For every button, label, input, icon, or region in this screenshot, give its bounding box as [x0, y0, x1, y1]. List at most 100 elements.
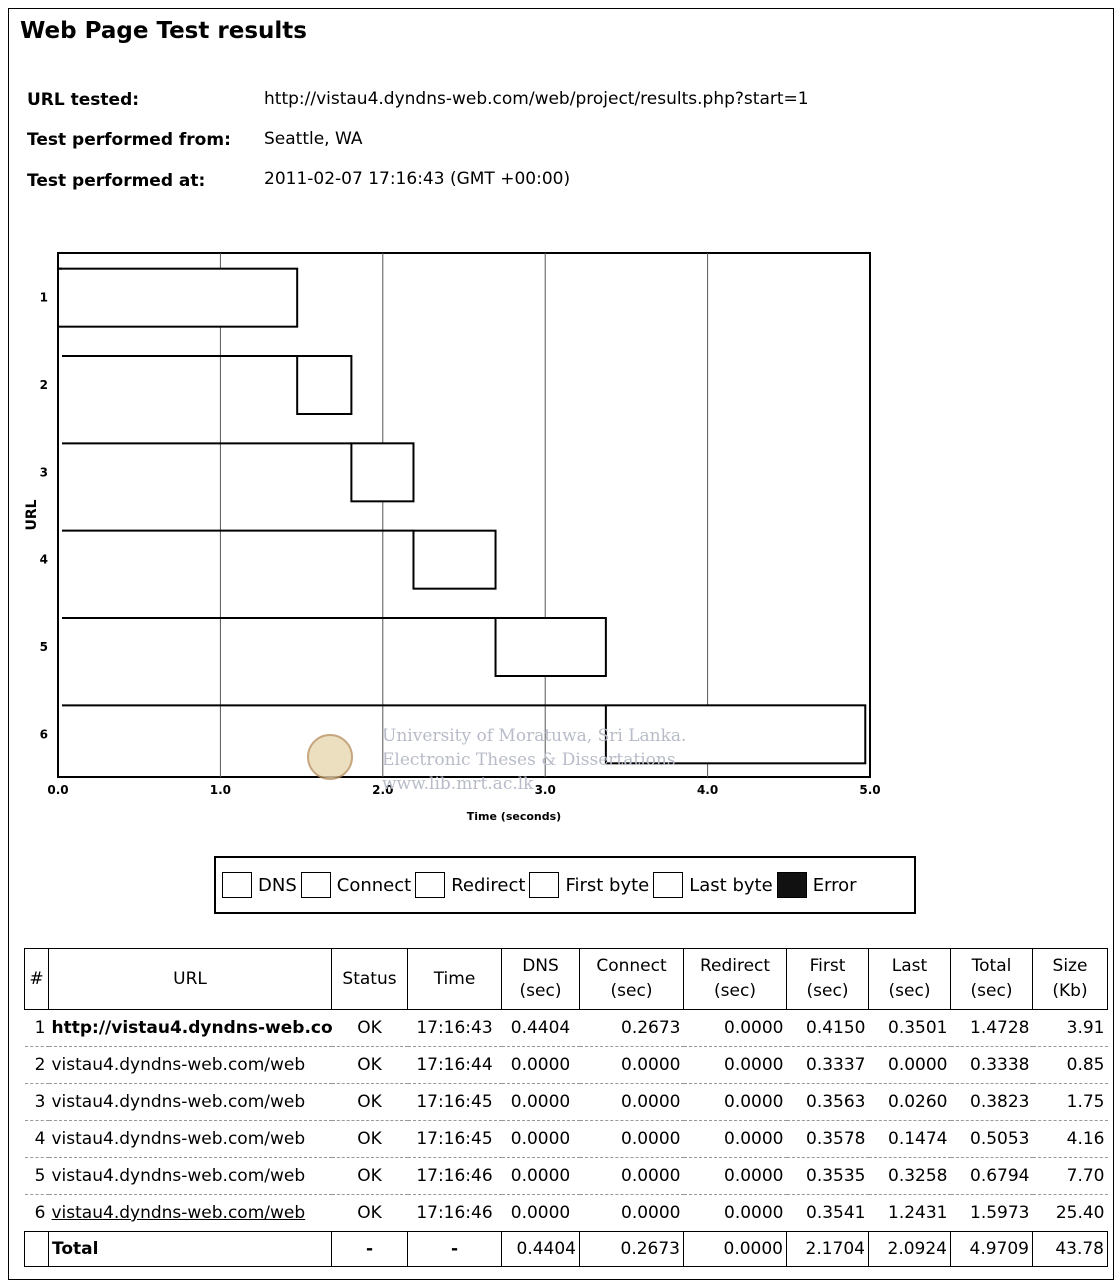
legend-label-redirect: Redirect	[451, 874, 526, 896]
y-tick-label: 6	[40, 727, 48, 741]
watermark-seal	[307, 734, 353, 780]
legend-item-last-byte: Last byte	[653, 872, 773, 898]
x-tick-label: 4.0	[697, 783, 718, 797]
cell-url[interactable]: http://vistau4.dyndns-web.com/web	[48, 1009, 332, 1047]
legend-swatch-dns	[222, 872, 252, 898]
url-tested-value: http://vistau4.dyndns-web.com/web/projec…	[264, 89, 809, 109]
col-header-size: Size (Kb)	[1032, 948, 1108, 1010]
legend-item-connect: Connect	[300, 872, 412, 898]
bar-segment	[412, 529, 497, 590]
cell-connect: 0.0000	[579, 1157, 684, 1195]
watermark-text: www.lib.mrt.ac.lk	[382, 774, 534, 794]
cell-redirect: 0.0000	[683, 1046, 787, 1084]
col-header-url: URL	[48, 948, 332, 1010]
col-header-status: Status	[331, 948, 408, 1010]
cell-index: 4	[24, 1120, 49, 1158]
chart-legend: DNS Connect Redirect First byte Last byt…	[214, 856, 916, 914]
x-tick-label: 3.0	[535, 783, 556, 797]
cell-dns: 0.0000	[501, 1194, 580, 1232]
page-title: Web Page Test results	[20, 18, 307, 44]
cell-status: OK	[331, 1083, 408, 1121]
col-header-connect: Connect (sec)	[579, 948, 684, 1010]
cell-time: 17:16:45	[407, 1083, 502, 1121]
cell-connect: 0.2673	[579, 1009, 684, 1047]
test-from-label: Test performed from:	[27, 130, 231, 150]
cell-size: 3.91	[1032, 1009, 1108, 1047]
cell-last: 1.2431	[868, 1194, 951, 1232]
cell-url[interactable]: vistau4.dyndns-web.com/web	[48, 1120, 332, 1158]
total-cell-first: 2.1704	[786, 1231, 869, 1267]
legend-swatch-redirect	[415, 872, 446, 898]
col-header-total: Total (sec)	[950, 948, 1033, 1010]
col-header-first: First (sec)	[786, 948, 869, 1010]
total-cell-index	[24, 1231, 49, 1267]
cell-status: OK	[331, 1120, 408, 1158]
y-tick-label: 5	[40, 640, 48, 654]
cell-dns: 0.0000	[501, 1120, 580, 1158]
cell-last: 0.0000	[868, 1046, 951, 1084]
y-tick-label: 4	[40, 553, 48, 567]
table-header-row: # URL Status Time DNS (sec) Connect (sec…	[24, 948, 1108, 1010]
cell-first: 0.3578	[786, 1120, 869, 1158]
cell-status: OK	[331, 1194, 408, 1232]
x-tick-label: 5.0	[859, 783, 880, 797]
total-cell-total: 4.9709	[950, 1231, 1033, 1267]
bar-segment	[296, 355, 353, 415]
col-header-redirect: Redirect (sec)	[683, 948, 787, 1010]
watermark-text: University of Moratuwa, Sri Lanka.	[382, 726, 686, 746]
cell-connect: 0.0000	[579, 1046, 684, 1084]
cell-time: 17:16:43	[407, 1009, 502, 1047]
cell-dns: 0.0000	[501, 1157, 580, 1195]
legend-item-error: Error	[776, 872, 857, 898]
cell-connect: 0.0000	[579, 1120, 684, 1158]
cell-index: 3	[24, 1083, 49, 1121]
cell-last: 0.3501	[868, 1009, 951, 1047]
cell-connect: 0.0000	[579, 1083, 684, 1121]
x-axis-label: Time (seconds)	[467, 810, 561, 823]
cell-redirect: 0.0000	[683, 1157, 787, 1195]
cell-dns: 0.4404	[501, 1009, 580, 1047]
cell-time: 17:16:44	[407, 1046, 502, 1084]
total-cell-size: 43.78	[1032, 1231, 1108, 1267]
legend-label-connect: Connect	[336, 874, 412, 896]
x-tick-label: 0.0	[47, 783, 68, 797]
cell-redirect: 0.0000	[683, 1194, 787, 1232]
col-header-dns: DNS (sec)	[501, 948, 580, 1010]
cell-time: 17:16:46	[407, 1194, 502, 1232]
cell-index: 1	[24, 1009, 49, 1047]
cell-time: 17:16:46	[407, 1157, 502, 1195]
bar-segment	[57, 267, 299, 328]
cell-url[interactable]: vistau4.dyndns-web.com/web	[48, 1194, 332, 1232]
test-at-label: Test performed at:	[27, 171, 206, 191]
cell-first: 0.3541	[786, 1194, 869, 1232]
table-body: 1http://vistau4.dyndns-web.com/webOK17:1…	[24, 1009, 1108, 1267]
cell-last: 0.0260	[868, 1083, 951, 1121]
waterfall-chart: 1 2 3 4 5 6 0.0 1.0 2.0 3.0 4.0 5.0 Time (seconds) UR…	[24, 252, 881, 823]
cell-first: 0.3337	[786, 1046, 869, 1084]
test-from-value: Seattle, WA	[264, 129, 363, 149]
cell-total: 0.5053	[950, 1120, 1033, 1158]
total-cell-status: -	[331, 1231, 408, 1267]
bar-segment	[350, 442, 415, 503]
y-tick-label: 1	[40, 291, 48, 305]
legend-label-error: Error	[812, 874, 857, 896]
cell-redirect: 0.0000	[683, 1083, 787, 1121]
cell-total: 1.5973	[950, 1194, 1033, 1232]
x-tick-label: 2.0	[372, 783, 393, 797]
cell-index: 5	[24, 1157, 49, 1195]
y-tick-label: 3	[40, 465, 48, 479]
legend-label-last-byte: Last byte	[689, 874, 773, 896]
cell-url[interactable]: vistau4.dyndns-web.com/web	[48, 1157, 332, 1195]
cell-redirect: 0.0000	[683, 1009, 787, 1047]
legend-swatch-first-byte	[529, 872, 560, 898]
y-axis-label: URL	[24, 499, 40, 530]
cell-size: 1.75	[1032, 1083, 1108, 1121]
cell-url[interactable]: vistau4.dyndns-web.com/web	[48, 1046, 332, 1084]
cell-first: 0.4150	[786, 1009, 869, 1047]
cell-status: OK	[331, 1009, 408, 1047]
cell-url[interactable]: vistau4.dyndns-web.com/web	[48, 1083, 332, 1121]
cell-time: 17:16:45	[407, 1120, 502, 1158]
legend-swatch-connect	[300, 872, 331, 898]
cell-total: 0.3338	[950, 1046, 1033, 1084]
results-frame	[8, 8, 1114, 1280]
